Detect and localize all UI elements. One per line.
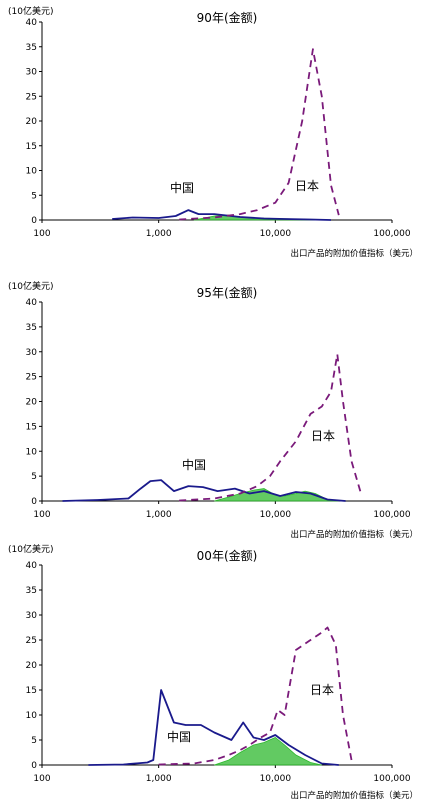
- x-tick-label: 100,000: [373, 510, 410, 520]
- annotation-china: 中国: [167, 729, 191, 744]
- x-tick-label: 100,000: [373, 229, 410, 239]
- x-tick-label: 100: [33, 774, 50, 784]
- y-tick-label: 35: [26, 323, 37, 333]
- y-tick-label: 20: [26, 117, 38, 127]
- series-line-china: [112, 209, 332, 221]
- y-tick-label: 15: [26, 422, 37, 432]
- y-tick-label: 30: [26, 68, 38, 78]
- annotation-japan: 日本: [310, 683, 334, 697]
- y-tick-label: 40: [26, 18, 38, 28]
- x-tick-label: 1,000: [146, 510, 172, 520]
- x-axis-label: 出口产品的附加价值指标（美元）: [290, 248, 418, 259]
- y-tick-label: 10: [26, 167, 38, 177]
- y-tick-label: 25: [26, 636, 37, 646]
- y-tick-label: 35: [26, 43, 37, 53]
- series-line-china: [62, 479, 346, 502]
- y-tick-label: 5: [31, 472, 37, 482]
- y-tick-label: 20: [26, 398, 38, 408]
- x-axis-label: 出口产品的附加价值指标（美元）: [290, 529, 418, 540]
- annotation-china: 中国: [182, 457, 206, 472]
- x-tick-label: 10,000: [260, 229, 292, 239]
- unit-label: (10亿美元): [8, 280, 53, 292]
- unit-label: (10亿美元): [8, 5, 53, 17]
- x-axis-label: 出口产品的附加价值指标（美元）: [290, 790, 418, 801]
- x-tick-label: 10,000: [260, 510, 292, 520]
- y-tick-label: 15: [26, 142, 37, 152]
- series-line-china: [88, 689, 339, 766]
- y-tick-label: 25: [26, 373, 37, 383]
- x-tick-label: 1,000: [146, 774, 172, 784]
- y-tick-label: 0: [31, 216, 37, 226]
- y-tick-label: 5: [31, 736, 37, 746]
- y-tick-label: 10: [26, 711, 38, 721]
- x-tick-label: 100: [33, 229, 50, 239]
- chart-title: 95年(金额): [197, 285, 258, 300]
- chart-title: 00年(金额): [197, 548, 258, 563]
- series-line-japan: [179, 48, 340, 221]
- x-tick-label: 1,000: [146, 229, 172, 239]
- chart-panel-1: (10亿美元) 95年(金额) 0 5 10 15 20 25 30 35 40 100 1,000 10…: [8, 280, 418, 540]
- x-tick-label: 100,000: [373, 774, 410, 784]
- y-tick-label: 20: [26, 661, 38, 671]
- chart-panel-0: (10亿美元) 90年(金额) 0 5 10 15 20 25 30 35 40 100 1,000 10…: [8, 5, 418, 259]
- y-tick-label: 35: [26, 586, 37, 596]
- annotation-japan: 日本: [311, 429, 335, 443]
- series-line-japan: [179, 353, 363, 502]
- unit-label: (10亿美元): [8, 543, 53, 555]
- y-tick-label: 40: [26, 298, 38, 308]
- y-tick-label: 30: [26, 611, 38, 621]
- y-tick-label: 25: [26, 92, 37, 102]
- x-tick-label: 100: [33, 510, 50, 520]
- y-tick-label: 0: [31, 761, 37, 771]
- y-tick-label: 0: [31, 497, 37, 507]
- chart-title: 90年(金额): [197, 10, 258, 25]
- series-line-japan: [158, 626, 353, 766]
- annotation-japan: 日本: [295, 179, 319, 193]
- y-tick-label: 5: [31, 191, 37, 201]
- y-tick-label: 10: [26, 447, 38, 457]
- y-tick-label: 40: [26, 561, 38, 571]
- series-fill-area: [214, 737, 322, 766]
- y-tick-label: 30: [26, 348, 38, 358]
- annotation-china: 中国: [170, 180, 194, 195]
- chart-panel-2: (10亿美元) 00年(金额) 0 5 10 15 20 25 30 35 40 100 1,000 10…: [8, 543, 418, 801]
- x-tick-label: 10,000: [260, 774, 292, 784]
- y-tick-label: 15: [26, 686, 37, 696]
